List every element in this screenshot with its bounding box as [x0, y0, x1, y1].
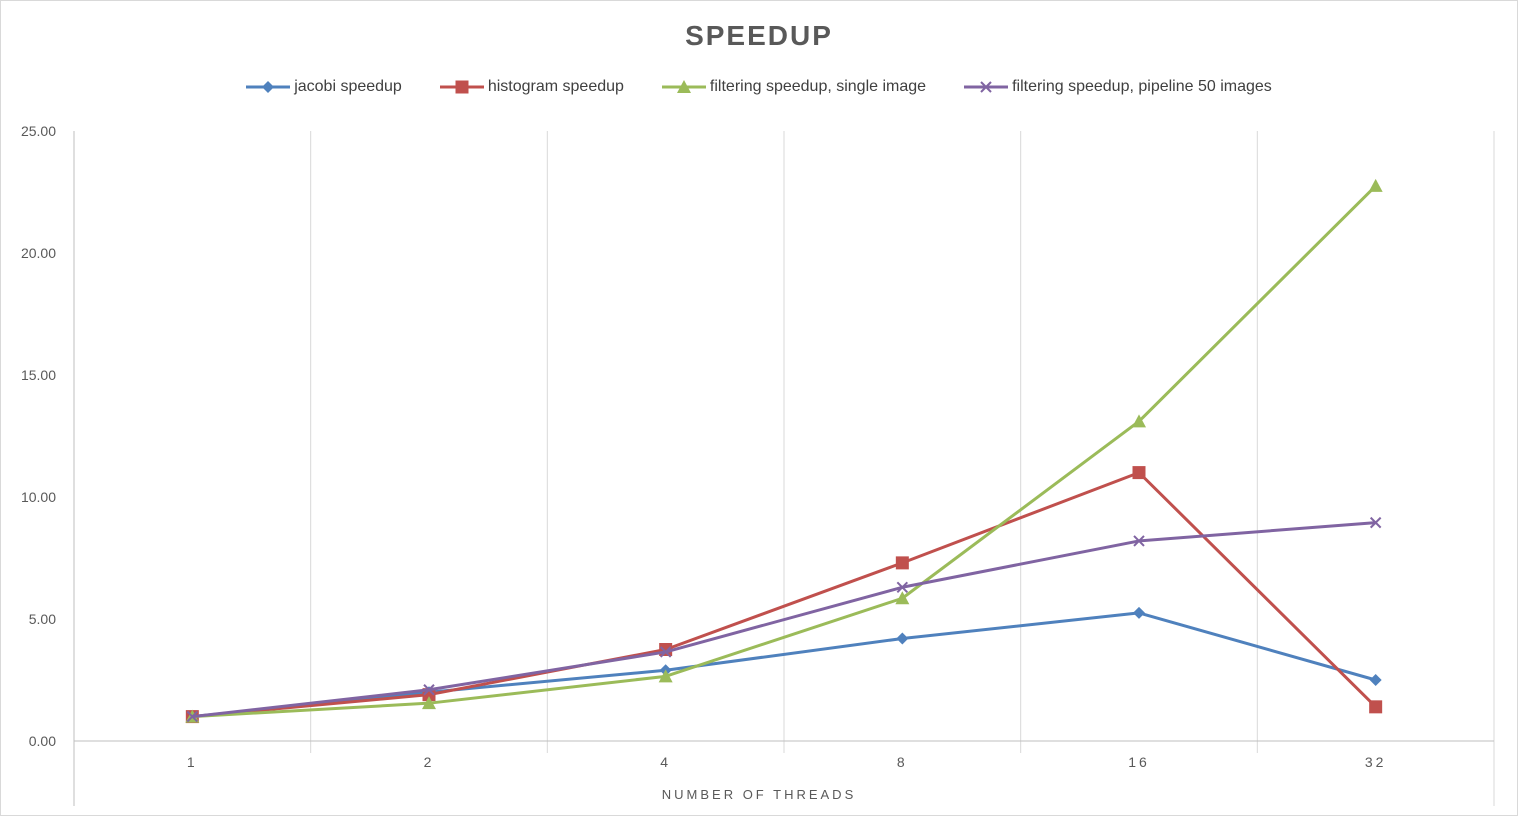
x-tick-label: 2	[424, 754, 435, 770]
legend-label: histogram speedup	[487, 78, 624, 95]
legend: jacobi speedup histogram speedup filtering…	[0, 78, 1518, 96]
data-point-x-stroke	[896, 581, 909, 593]
data-point-x	[186, 710, 199, 723]
legend-label: jacobi speedup	[294, 78, 402, 95]
series-line	[192, 471, 1377, 719]
chart-title: SPEEDUP	[685, 20, 833, 51]
data-point-x	[896, 581, 909, 593]
data-point-triangle	[1368, 178, 1383, 192]
x-tick-label: 32	[1365, 754, 1387, 770]
data-point-x	[423, 684, 435, 696]
data-point-triangle	[658, 669, 673, 683]
data-point-x-stroke	[980, 81, 992, 93]
series-3	[186, 516, 1382, 723]
legend-swatch	[661, 80, 706, 93]
series-line	[192, 521, 1376, 719]
data-point-diamond	[896, 632, 909, 645]
data-point-x	[1369, 516, 1382, 529]
data-point-diamond	[262, 81, 275, 93]
legend-item: histogram speedup	[439, 78, 624, 96]
data-point-x	[1133, 535, 1145, 547]
x-axis-title: NUMBER OF THREADS	[661, 787, 857, 802]
data-point-x-stroke	[186, 710, 199, 723]
legend-label: filtering speedup, pipeline 50 images	[1012, 78, 1272, 95]
legend-item: filtering speedup, pipeline 50 images	[964, 78, 1272, 96]
data-point-square	[1369, 700, 1383, 714]
data-point-triangle	[1132, 414, 1146, 428]
data-point-x-stroke	[1133, 535, 1145, 547]
grid-layer	[310, 131, 1495, 806]
data-point-x-stroke	[423, 684, 435, 696]
legend-label: filtering speedup, single image	[709, 78, 927, 95]
x-tick-label: 1	[187, 754, 198, 770]
label-layer: 0.00 5.00 10.00 15.00 20.00 25.00 1 2 4 8 16 32	[21, 123, 1387, 770]
series-line	[192, 611, 1377, 719]
legend-item: jacobi speedup	[246, 78, 402, 96]
legend-swatch	[964, 81, 1009, 93]
series-line	[192, 184, 1377, 719]
legend-swatch	[439, 80, 484, 94]
data-point-triangle	[422, 696, 436, 710]
x-tick-label: 16	[1128, 754, 1150, 770]
y-tick-label: 0.00	[29, 733, 56, 749]
data-point-x-stroke	[1369, 516, 1382, 529]
data-point-square	[455, 80, 469, 94]
y-tick-label: 5.00	[29, 611, 56, 627]
y-tick-label: 25.00	[21, 123, 56, 139]
x-tick-label: 4	[660, 754, 671, 770]
data-point-square	[895, 556, 909, 570]
data-point-triangle	[676, 80, 691, 93]
legend-item: filtering speedup, single image	[661, 78, 927, 96]
legend-swatch	[246, 81, 291, 93]
data-point-x-stroke	[659, 646, 672, 658]
y-tick-label: 15.00	[21, 367, 56, 383]
y-tick-label: 10.00	[21, 489, 56, 505]
data-point-x	[659, 646, 672, 658]
y-tick-label: 20.00	[21, 245, 56, 261]
axis-layer	[73, 131, 1494, 806]
data-point-diamond	[1369, 674, 1382, 686]
data-point-x	[980, 81, 992, 93]
x-tick-label: 8	[897, 754, 908, 770]
data-point-square	[1132, 466, 1146, 480]
data-point-triangle	[895, 591, 910, 605]
series-layer	[185, 178, 1383, 724]
data-point-diamond	[1133, 606, 1145, 619]
